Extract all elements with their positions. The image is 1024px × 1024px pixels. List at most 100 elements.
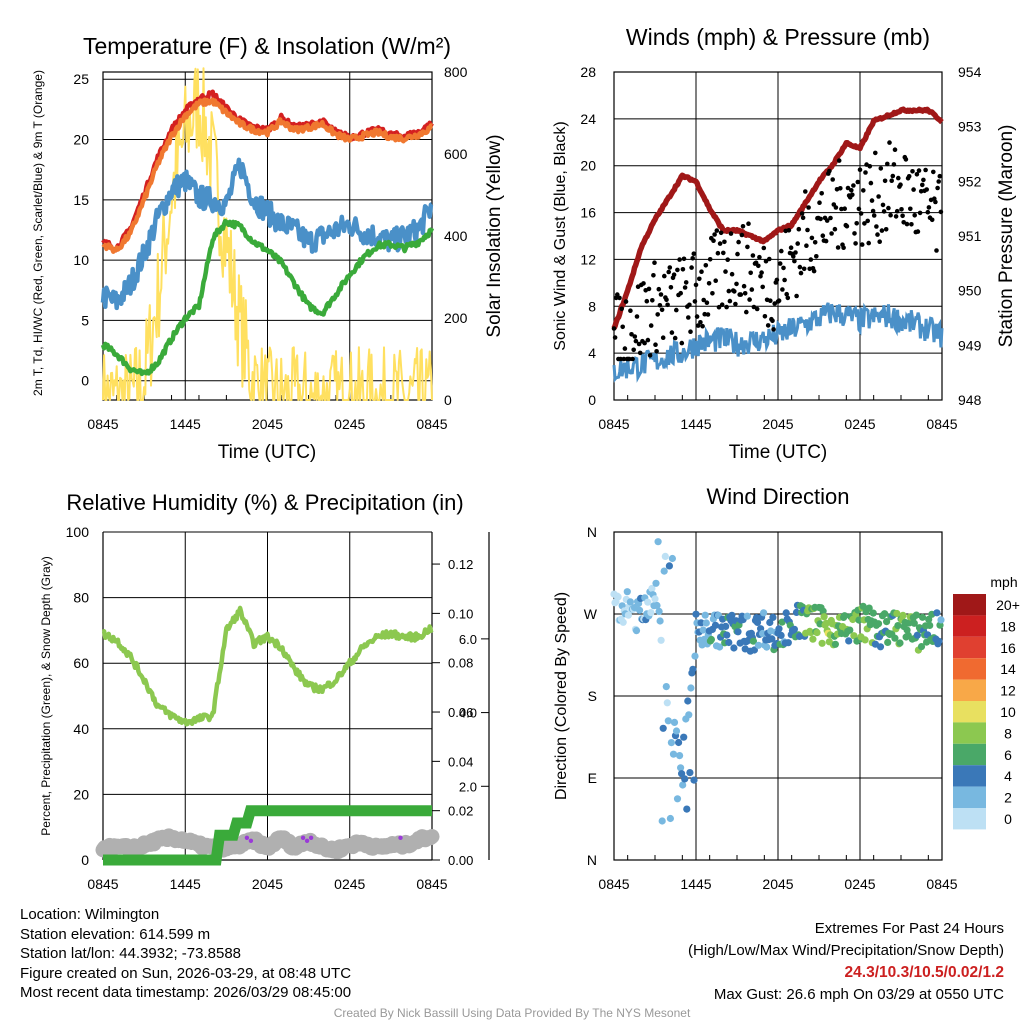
wind-gust-point [660, 335, 666, 341]
wind-gust-point [828, 215, 833, 221]
legend-label: 0 [1004, 811, 1012, 827]
legend-swatch [953, 594, 986, 616]
temp-plot-frame [102, 71, 433, 401]
legend-label: 2 [1004, 790, 1012, 806]
wind-ytick-label: 28 [580, 64, 596, 80]
wind-gust-point [779, 248, 784, 254]
wind-gust-point [698, 320, 703, 325]
wind-ylabel-left: Sonic Wind & Gust (Blue, Black) [552, 121, 569, 350]
wind-gust-point [926, 205, 932, 210]
rh-series-snow-depth [95, 828, 440, 860]
legend-swatch [953, 636, 986, 659]
temp-xlabel: Time (UTC) [218, 442, 317, 463]
dir-direction-point [653, 601, 661, 610]
dir-direction-point [845, 637, 853, 645]
dir-direction-point [690, 776, 698, 784]
dir-direction-point [865, 604, 873, 612]
wind-gust-point [636, 341, 642, 347]
rh-precip-type-marker [300, 835, 306, 840]
wind-ytick-right-label: 950 [958, 283, 982, 299]
wind-gust-point [929, 217, 935, 223]
wind-gust-point [668, 285, 674, 290]
wind-ytick-label: 4 [588, 345, 596, 361]
wind-gust-point [697, 276, 702, 282]
dir-direction-point [673, 795, 682, 803]
temp-xtick-label: 0245 [334, 416, 365, 432]
wind-xtick-label: 2045 [762, 416, 793, 432]
wind-gust-point [694, 314, 700, 319]
extremes-values: 24.3/10.3/10.5/0.02/1.2 [844, 964, 1004, 981]
rh-series-precipitation [103, 805, 432, 866]
wind-gust-point [722, 239, 727, 245]
wind-ytick-label: 20 [580, 158, 596, 174]
wind-gust-point [623, 299, 629, 304]
dir-direction-point [759, 629, 767, 638]
rh-precip-tick-label: 0.02 [448, 804, 473, 819]
dir-direction-point [677, 764, 685, 772]
wind-gust-point [795, 241, 800, 246]
wind-gust-point [742, 291, 748, 296]
wind-gust-point [852, 231, 857, 236]
rh-ytick-label: 100 [66, 524, 90, 540]
wind-gust-point [756, 263, 761, 269]
rh-ytick-label: 20 [73, 786, 89, 802]
wind-gust-point [911, 187, 916, 192]
wind-gust-point [628, 308, 633, 314]
dir-direction-point [874, 620, 883, 628]
wind-gust-point [681, 256, 687, 262]
wind-gust-point [738, 292, 744, 297]
wind-gust-point [812, 240, 818, 245]
wind-gust-point [925, 209, 931, 215]
wind-gust-point [702, 311, 707, 317]
wind-gust-point [655, 312, 660, 317]
legend-label: 14 [1000, 661, 1016, 677]
dir-direction-point [855, 616, 863, 624]
dir-direction-point [749, 637, 758, 645]
temp-ytick-right-label: 600 [444, 146, 468, 162]
wind-gust-point [855, 179, 861, 185]
rh-ytick-label: 80 [73, 590, 89, 606]
legend-label: 16 [1000, 640, 1016, 656]
wind-gust-point [827, 168, 832, 174]
wind-gust-point [674, 307, 679, 313]
legend-swatch [953, 786, 986, 808]
wind-gust-point [629, 332, 634, 337]
legend-label: 12 [1000, 683, 1016, 699]
wind-gust-point [631, 347, 636, 353]
legend-swatch [953, 615, 986, 637]
dir-direction-point [850, 632, 858, 640]
wind-gust-point [866, 240, 871, 246]
wind-ylabel-right: Station Pressure (Maroon) [996, 125, 1017, 348]
wind-gust-point [704, 300, 710, 306]
dir-direction-point [813, 629, 821, 637]
dir-direction-point [684, 697, 692, 705]
wind-gust-point [758, 274, 763, 279]
wind-gust-point [844, 223, 850, 229]
wind-gust-point [856, 206, 862, 212]
wind-gust-point [780, 287, 785, 292]
dir-direction-point [859, 602, 867, 610]
wind-gust-point [883, 227, 889, 232]
wind-gust-point [799, 211, 805, 216]
wind-gust-point [804, 243, 809, 248]
wind-gust-point [782, 277, 787, 283]
wind-gust-point [669, 330, 675, 335]
wind-gust-point [917, 210, 923, 216]
rh-ylabel-left: Percent, Precipitation (Green), & Snow D… [39, 556, 53, 835]
wind-gust-point [718, 230, 724, 236]
dir-direction-point [624, 611, 633, 619]
wind-gust-point [711, 238, 716, 243]
wind-gust-point [641, 281, 646, 286]
wind-gust-point [882, 178, 888, 184]
wind-gust-point [671, 272, 677, 278]
dir-direction-point [657, 636, 665, 644]
wind-gust-point [845, 185, 851, 191]
wind-gust-point [858, 211, 864, 216]
dir-direction-point [728, 611, 736, 619]
wind-gust-point [915, 229, 921, 234]
wind-gust-point [734, 281, 739, 287]
wind-gust-point [894, 208, 900, 214]
wind-gust-point [719, 302, 725, 308]
wind-gust-point [729, 271, 735, 277]
dir-direction-point [910, 619, 918, 627]
